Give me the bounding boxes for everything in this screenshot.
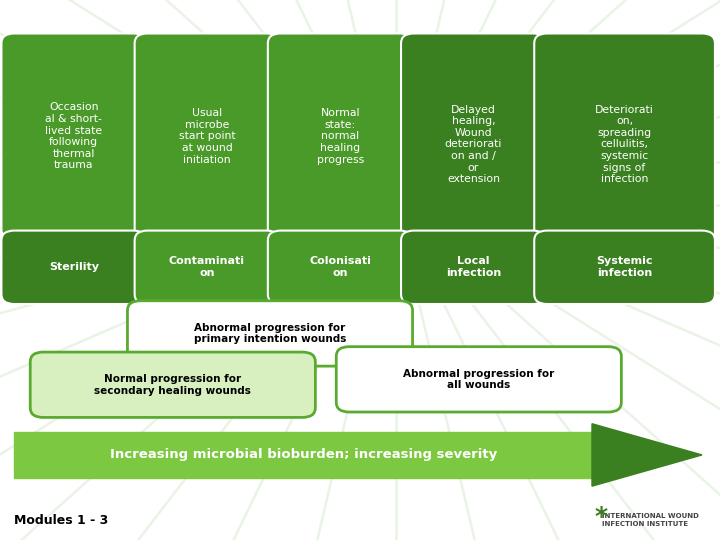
FancyBboxPatch shape [1, 231, 146, 304]
Text: Systemic
infection: Systemic infection [596, 256, 653, 278]
Polygon shape [14, 432, 592, 478]
FancyBboxPatch shape [127, 301, 413, 366]
Text: Local
infection: Local infection [446, 256, 501, 278]
Text: Modules 1 - 3: Modules 1 - 3 [14, 514, 109, 526]
Text: Delayed
healing,
Wound
deteriorati
on and /
or
extension: Delayed healing, Wound deteriorati on an… [445, 105, 502, 184]
Text: Colonisati
on: Colonisati on [310, 256, 371, 278]
Text: Sterility: Sterility [49, 262, 99, 272]
FancyBboxPatch shape [534, 231, 715, 304]
FancyBboxPatch shape [1, 33, 146, 239]
Text: INTERNATIONAL WOUND
INFECTION INSTITUTE: INTERNATIONAL WOUND INFECTION INSTITUTE [601, 514, 698, 526]
Polygon shape [592, 424, 702, 486]
FancyBboxPatch shape [135, 33, 279, 239]
Text: Occasion
al & short-
lived state
following
thermal
trauma: Occasion al & short- lived state followi… [45, 103, 102, 170]
Text: Normal progression for
secondary healing wounds: Normal progression for secondary healing… [94, 374, 251, 395]
Text: Deteriorati
on,
spreading
cellulitis,
systemic
signs of
infection: Deteriorati on, spreading cellulitis, sy… [595, 105, 654, 184]
Text: *: * [595, 505, 608, 529]
FancyBboxPatch shape [30, 352, 315, 417]
Text: Contaminati
on: Contaminati on [169, 256, 245, 278]
Text: Abnormal progression for
all wounds: Abnormal progression for all wounds [403, 368, 554, 390]
Text: Normal
state:
normal
healing
progress: Normal state: normal healing progress [317, 108, 364, 165]
FancyBboxPatch shape [268, 33, 413, 239]
FancyBboxPatch shape [268, 231, 413, 304]
FancyBboxPatch shape [534, 33, 715, 255]
FancyBboxPatch shape [401, 231, 546, 304]
Text: Increasing microbial bioburden; increasing severity: Increasing microbial bioburden; increasi… [109, 448, 497, 462]
Text: Usual
microbe
start point
at wound
initiation: Usual microbe start point at wound initi… [179, 108, 235, 165]
FancyBboxPatch shape [336, 347, 621, 412]
FancyBboxPatch shape [135, 231, 279, 304]
FancyBboxPatch shape [401, 33, 546, 255]
Text: Abnormal progression for
primary intention wounds: Abnormal progression for primary intenti… [194, 322, 346, 345]
